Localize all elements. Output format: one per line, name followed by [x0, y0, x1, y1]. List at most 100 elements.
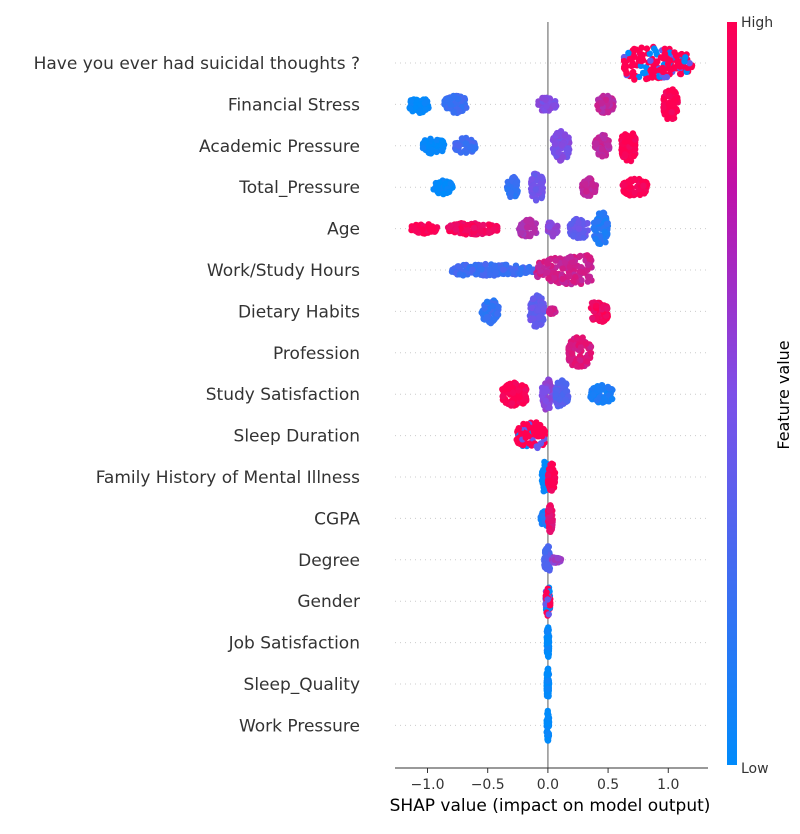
shap-point: [453, 221, 460, 228]
shap-point: [419, 144, 427, 152]
shap-point: [596, 387, 604, 394]
shap-point: [551, 141, 559, 148]
shap-point: [548, 517, 555, 525]
shap-point: [635, 73, 643, 81]
shap-point: [487, 319, 494, 327]
shap-point: [491, 262, 499, 269]
shap-point: [419, 226, 426, 233]
shap-point: [661, 50, 669, 57]
shap-point: [580, 234, 587, 241]
shap-point: [553, 129, 561, 137]
point-cluster-age: [544, 219, 561, 240]
shap-point: [599, 318, 606, 325]
shap-point: [669, 101, 677, 108]
shap-point: [547, 310, 554, 317]
shap-points: [406, 43, 696, 744]
shap-point: [640, 182, 647, 189]
shap-point: [538, 180, 545, 188]
shap-point: [569, 258, 576, 266]
shap-point: [654, 58, 661, 65]
feature-label: Study Satisfaction: [206, 385, 360, 405]
shap-point: [664, 60, 672, 68]
point-cluster-age: [408, 221, 441, 237]
shap-point: [589, 315, 596, 322]
shap-point: [671, 88, 678, 96]
shap-point: [486, 271, 494, 279]
shap-point: [503, 261, 510, 268]
shap-point: [523, 217, 530, 224]
point-cluster-academic-pressure: [419, 135, 448, 157]
shap-point: [661, 45, 668, 52]
point-cluster-study-satisfaction: [499, 379, 530, 409]
shap-point: [620, 188, 628, 195]
shap-point: [480, 221, 487, 229]
shap-point: [483, 314, 490, 321]
shap-point: [406, 105, 414, 112]
shap-point: [518, 382, 526, 389]
shap-point: [619, 181, 626, 189]
shap-point: [561, 132, 568, 139]
x-tick-label: −1.0: [411, 777, 445, 793]
shap-point: [568, 350, 576, 357]
shap-point: [620, 65, 628, 72]
shap-point: [427, 135, 434, 142]
point-cluster-work-study-hours: [533, 252, 595, 288]
colorbar-gradient: [727, 22, 737, 765]
shap-point: [636, 191, 644, 199]
shap-point: [515, 425, 522, 432]
shap-point: [442, 180, 450, 187]
shap-point: [549, 461, 557, 468]
feature-label: Total_Pressure: [238, 178, 360, 198]
shap-point: [544, 636, 551, 643]
colorbar-title: Feature value: [774, 340, 793, 449]
point-cluster-total-pressure: [503, 173, 521, 200]
shap-point: [593, 302, 600, 309]
point-cluster-total-pressure: [430, 177, 456, 198]
feature-label: Academic Pressure: [199, 137, 360, 157]
shap-point: [662, 108, 670, 116]
point-cluster-financial-stress: [594, 92, 617, 116]
shap-point: [544, 671, 551, 678]
feature-label: Sleep Duration: [234, 427, 360, 447]
shap-point: [577, 264, 585, 271]
shap-point: [626, 178, 633, 185]
shap-point: [592, 183, 599, 191]
shap-point: [582, 180, 589, 188]
shap-point: [641, 69, 648, 77]
shap-point: [543, 589, 550, 596]
feature-label: Job Satisfaction: [228, 634, 360, 654]
point-cluster-study-satisfaction: [552, 377, 572, 410]
shap-point: [530, 428, 538, 435]
shap-point: [545, 650, 552, 657]
shap-point: [573, 363, 581, 370]
point-cluster-sleep-duration: [513, 419, 549, 452]
x-tick-label: 0.5: [597, 777, 619, 793]
shap-point: [524, 224, 531, 231]
shap-point: [528, 176, 535, 183]
shap-point: [478, 266, 485, 273]
shap-point: [567, 341, 574, 348]
shap-point: [673, 94, 680, 102]
shap-point: [525, 433, 532, 440]
shap-point: [540, 306, 547, 313]
shap-point: [559, 265, 566, 272]
shap-point: [454, 95, 462, 103]
shap-point: [483, 298, 491, 305]
shap-point: [508, 400, 516, 407]
point-cluster-financial-stress: [406, 96, 432, 117]
feature-label: Have you ever had suicidal thoughts ?: [34, 54, 360, 74]
shap-point: [545, 611, 552, 618]
shap-point: [598, 382, 606, 389]
shap-point: [627, 183, 634, 191]
shap-point: [605, 142, 612, 149]
shap-point: [547, 502, 554, 509]
shap-point: [665, 113, 672, 121]
shap-point: [450, 108, 458, 116]
shap-point: [544, 685, 551, 692]
shap-point: [551, 102, 558, 109]
shap-point: [487, 222, 494, 229]
shap-point: [606, 385, 613, 392]
shap-point: [535, 101, 542, 108]
